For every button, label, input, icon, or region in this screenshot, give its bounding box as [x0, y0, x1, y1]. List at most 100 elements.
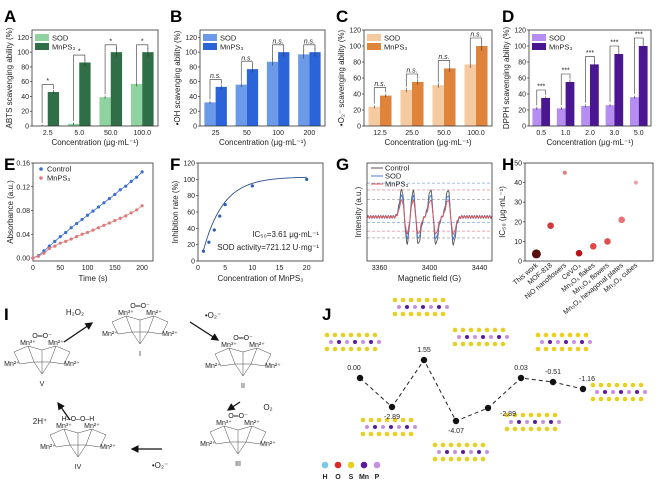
slab-1 — [324, 332, 381, 352]
s-atom — [484, 327, 490, 333]
significance-bracket — [272, 44, 285, 59]
s-atom — [324, 346, 330, 352]
A-ylabel: ABTS scavenging ability (%) — [5, 27, 14, 128]
mn3-atom: Mn³⁺ — [56, 423, 72, 430]
y-tick-label: 0.04 — [16, 232, 30, 239]
x-tick-label: 100.0 — [467, 130, 485, 137]
significance-bracket — [136, 44, 149, 81]
y-tick-label: 40 — [21, 94, 29, 101]
s-atom — [400, 311, 406, 317]
bar-SOD-50 — [235, 84, 247, 126]
cluster-I: Mn³⁺ Mn²⁺Mn²⁺ Mn²⁺O═O⁻I — [102, 303, 178, 358]
s-atom — [384, 417, 390, 423]
mn-atom — [405, 425, 409, 429]
data-point — [58, 241, 62, 245]
s-atom — [440, 456, 446, 462]
arrow-IV-to-V — [57, 401, 71, 421]
s-atom — [452, 341, 458, 347]
energy-label: 0.00 — [347, 365, 361, 372]
s-atom — [492, 327, 498, 333]
cluster-IV: Mn³⁺ Mn²⁺Mn²⁺ Mn²⁺H–O–O–HIV — [40, 416, 116, 471]
x-tick-label: 3.0 — [610, 130, 620, 137]
s-atom — [472, 442, 478, 448]
y-tick-label: 120 — [514, 28, 526, 35]
energy-state — [579, 385, 587, 393]
s-atom — [544, 426, 550, 432]
label-o2: O₂ — [263, 403, 272, 412]
legend-label-SOD: SOD — [549, 34, 566, 43]
H-plot-frame — [524, 162, 654, 262]
arrow-I-to-II — [189, 321, 220, 341]
y-tick-label: 60 — [189, 79, 197, 86]
s-atom — [551, 346, 557, 352]
annotation: IC₅₀=3.61 μg·mL⁻¹ — [252, 230, 319, 239]
bar-MnPS3-100.0 — [476, 46, 488, 126]
s-atom — [364, 332, 370, 338]
panel-label-F: F — [170, 155, 180, 174]
data-point — [223, 203, 227, 207]
y-tick-label: 0 — [191, 259, 195, 266]
mn-atom — [603, 390, 607, 394]
s-atom — [575, 346, 581, 352]
mn3-atom: Mn³⁺ — [20, 340, 36, 347]
s-atom — [622, 396, 628, 402]
s-atom — [400, 431, 406, 437]
slab-3 — [452, 327, 509, 347]
data-point-CeVO₄ — [575, 249, 583, 257]
energy-label: -1.16 — [579, 376, 595, 383]
bond — [33, 361, 43, 375]
s-atom — [559, 346, 565, 352]
bar-MnPS3-100 — [278, 52, 290, 126]
data-point — [135, 175, 139, 179]
s-atom — [583, 346, 589, 352]
ligand: O═O⁻ — [32, 333, 52, 340]
bar-MnPS3-50 — [246, 69, 259, 126]
s-atom — [598, 396, 604, 402]
s-atom — [520, 426, 526, 432]
data-point — [207, 240, 211, 244]
bond — [117, 331, 133, 335]
B-xlabel: Concentration (μg·mL⁻¹) — [219, 138, 306, 147]
data-point — [135, 208, 139, 212]
s-atom — [456, 456, 462, 462]
s-atom — [424, 297, 430, 303]
F-xlabel: Concentration of MnPS₃ — [218, 274, 304, 283]
significance-label: n.s. — [374, 81, 385, 88]
bar-SOD-100.0 — [130, 83, 143, 126]
significance-bracket — [373, 87, 387, 104]
slab-8 — [504, 412, 561, 432]
legend-label-MnPS3: MnPS₃ — [549, 43, 572, 52]
s-atom — [630, 382, 636, 388]
p-atom — [361, 340, 365, 344]
energy-state — [517, 374, 525, 382]
mn-atom — [517, 420, 521, 424]
y-tick-label: 100 — [514, 44, 526, 51]
mn-atom — [619, 390, 623, 394]
s-atom — [468, 341, 474, 347]
bond — [237, 425, 253, 431]
legend-label-MnPS3: MnPS₃ — [384, 43, 407, 52]
panel-label-J: J — [322, 305, 331, 324]
legend-swatch — [532, 43, 546, 50]
s-atom — [356, 346, 362, 352]
legend-label-O: O — [335, 474, 341, 481]
legend-label-MnPS3: MnPS₃ — [52, 43, 75, 52]
bond — [242, 363, 252, 377]
slab-2 — [392, 297, 449, 317]
data-point — [42, 249, 46, 253]
mn2-atom: Mn²⁺ — [200, 441, 216, 448]
significance-label: n.s. — [210, 73, 221, 80]
bond — [228, 347, 236, 365]
s-atom — [552, 426, 558, 432]
bond — [69, 444, 79, 458]
energy-state — [356, 374, 364, 382]
significance-label: * — [46, 78, 49, 85]
significance-label: n.s. — [470, 32, 481, 39]
bar-SOD-50.0 — [99, 97, 111, 126]
bond — [91, 428, 107, 436]
bond — [125, 315, 133, 333]
legend-atom-S — [347, 461, 355, 469]
bar-MnPS3-200 — [309, 52, 321, 126]
s-atom — [372, 332, 378, 338]
bond — [259, 431, 267, 445]
